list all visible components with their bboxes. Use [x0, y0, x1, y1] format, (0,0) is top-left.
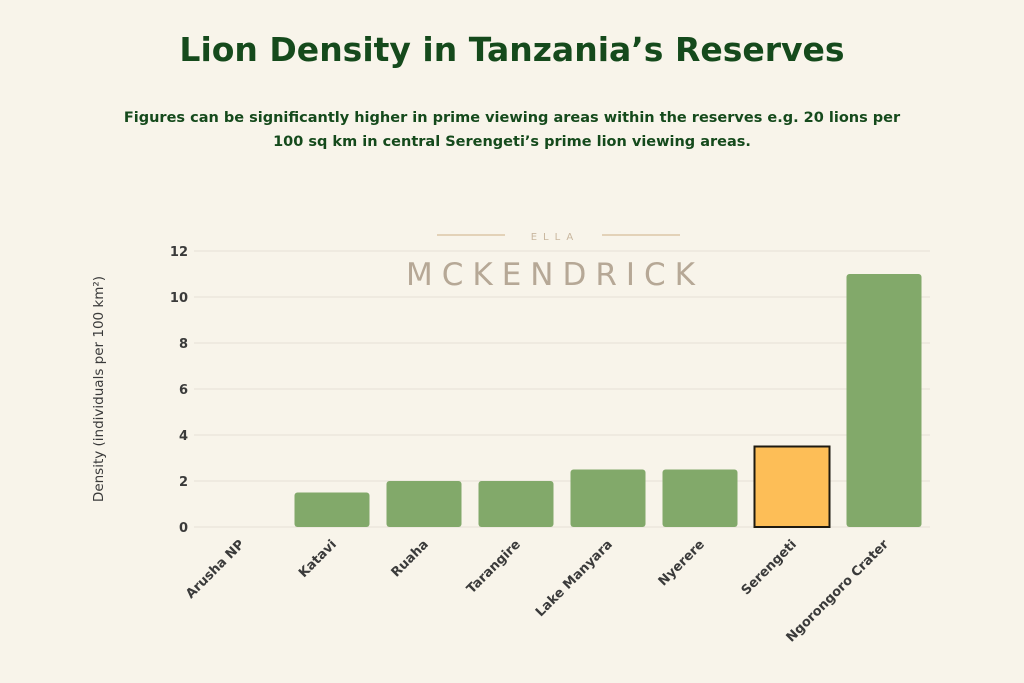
x-tick-label: Tarangire — [464, 537, 524, 597]
x-tick-label: Lake Manyara — [533, 537, 616, 620]
y-tick-label: 0 — [179, 521, 188, 536]
x-tick-label: Serengeti — [739, 537, 800, 598]
bar-ruaha — [386, 481, 462, 527]
chart-subtitle: Figures can be significantly higher in p… — [123, 110, 901, 150]
x-tick-label: Katavi — [296, 537, 340, 581]
y-tick-label: 10 — [170, 291, 188, 306]
bar-nyerere — [662, 469, 738, 527]
y-axis-label: Density (individuals per 100 km²) — [91, 276, 107, 502]
svg-text:ELLA: ELLA — [531, 232, 580, 243]
bar-lake-manyara — [570, 469, 646, 527]
y-tick-label: 6 — [179, 383, 188, 398]
x-tick-label: Arusha NP — [183, 537, 248, 602]
bar-ngorongoro-crater — [846, 274, 922, 527]
watermark-logo: ELLA MCKENDRICK — [406, 232, 704, 293]
x-tick-label: Nyerere — [656, 537, 708, 589]
y-tick-label: 12 — [170, 245, 188, 260]
y-tick-label: 4 — [179, 429, 188, 444]
y-tick-label: 2 — [179, 475, 188, 490]
y-tick-label: 8 — [179, 337, 188, 352]
x-axis-ticks: Arusha NP Katavi Ruaha Tarangire Lake Manyar… — [183, 537, 892, 646]
svg-text:MCKENDRICK: MCKENDRICK — [406, 257, 704, 293]
x-tick-label: Ngorongoro Crater — [784, 537, 893, 646]
gridlines — [194, 250, 930, 528]
x-tick-label: Ruaha — [389, 537, 432, 580]
bar-katavi — [294, 492, 370, 527]
chart-title: Lion Density in Tanzania’s Reserves — [179, 30, 845, 69]
bar-tarangire — [478, 481, 554, 527]
bars — [294, 274, 922, 528]
y-axis-ticks: 0 2 4 6 8 10 12 — [170, 245, 188, 536]
bar-serengeti — [753, 445, 831, 528]
